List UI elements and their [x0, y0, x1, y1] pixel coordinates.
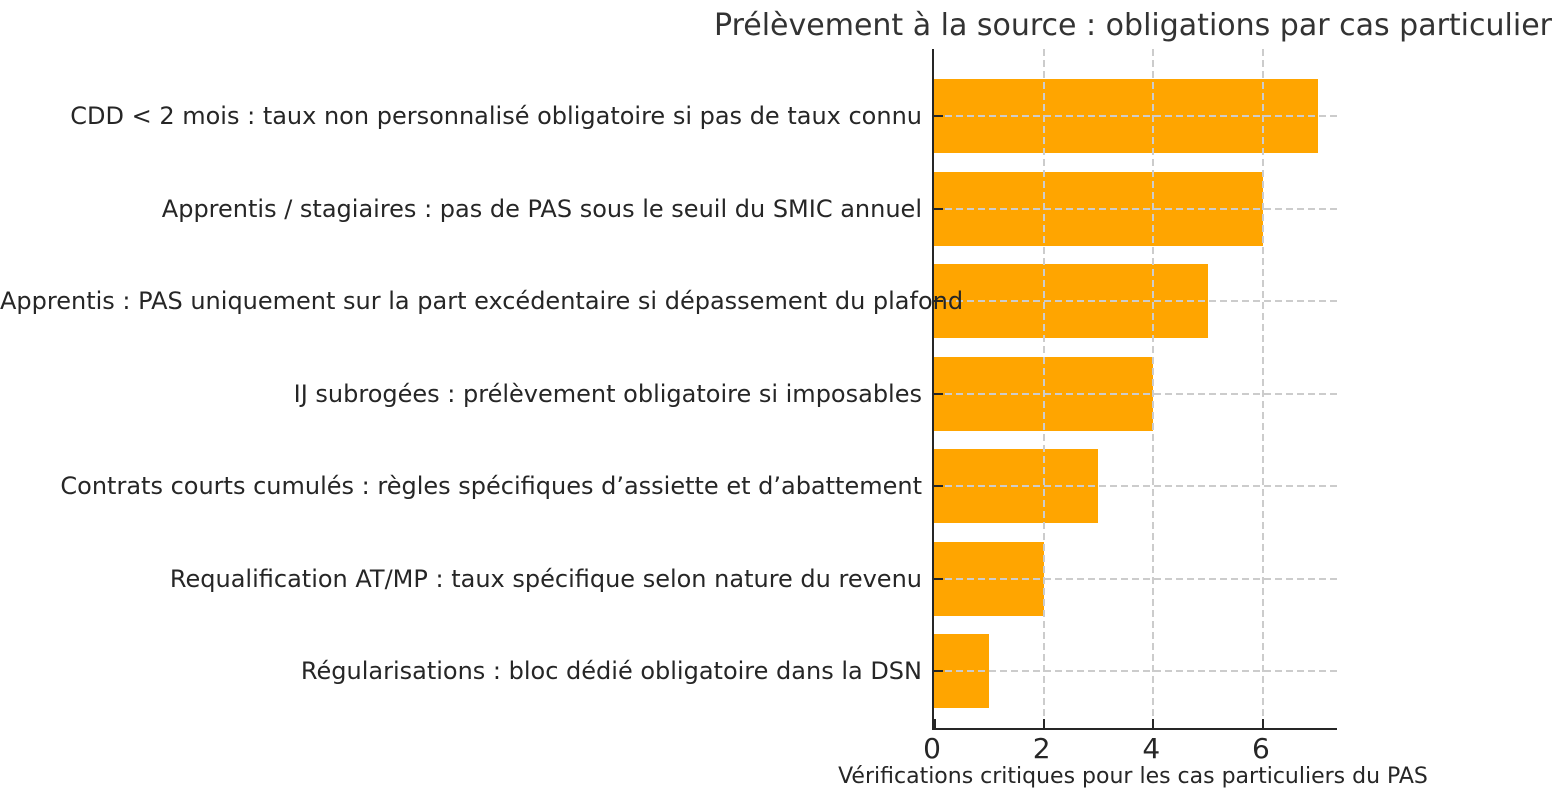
x-tick-mark — [1261, 719, 1264, 728]
y-tick-label: IJ subrogées : prélèvement obligatoire s… — [293, 379, 922, 408]
y-tick-mark — [934, 207, 943, 210]
y-tick-label: Apprentis / stagiaires : pas de PAS sous… — [161, 194, 922, 223]
y-tick-mark — [934, 577, 943, 580]
y-tick-mark — [934, 392, 943, 395]
gridline-horizontal — [934, 115, 1337, 117]
x-tick-mark — [934, 719, 936, 728]
gridline-horizontal — [934, 485, 1337, 487]
gridline-vertical — [1261, 49, 1264, 728]
gridline-horizontal — [934, 207, 1337, 210]
x-axis-label: Vérifications critiques pour les cas par… — [838, 764, 1428, 789]
gridline-horizontal — [934, 577, 1337, 580]
gridline-horizontal — [934, 300, 1337, 302]
x-tick-label: 0 — [923, 732, 941, 765]
y-tick-label: Régularisations : bloc dédié obligatoire… — [300, 657, 922, 685]
gridline-horizontal — [934, 670, 1337, 672]
x-tick-mark — [1152, 719, 1155, 728]
y-tick-label: Requalification AT/MP : taux spécifique … — [169, 564, 922, 593]
gridline-vertical — [1042, 49, 1045, 728]
y-tick-mark — [934, 115, 943, 117]
x-tick-label: 4 — [1142, 732, 1161, 765]
x-tick-label: 2 — [1032, 732, 1051, 765]
y-tick-mark — [934, 670, 943, 672]
plot-area — [932, 49, 1337, 730]
y-tick-mark — [934, 300, 943, 302]
y-tick-label: CDD < 2 mois : taux non personnalisé obl… — [70, 102, 922, 130]
y-tick-mark — [934, 485, 943, 487]
x-tick-label: 6 — [1252, 732, 1270, 765]
gridline-vertical — [1152, 49, 1155, 728]
x-tick-mark — [1042, 719, 1045, 728]
chart-title: Prélèvement à la source : obligations pa… — [714, 8, 1552, 43]
y-tick-label: Apprentis : PAS uniquement sur la part e… — [0, 287, 964, 315]
y-tick-label: Contrats courts cumulés : règles spécifi… — [60, 472, 922, 500]
gridline-horizontal — [934, 392, 1337, 395]
